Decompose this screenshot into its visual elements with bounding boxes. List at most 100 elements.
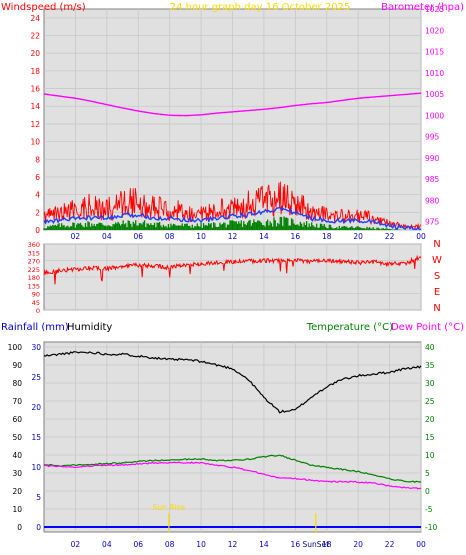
- direction-tick-label: 90: [32, 291, 40, 299]
- temperature-tick-label: 0: [425, 487, 430, 496]
- temperature-tick-label: 5: [425, 469, 430, 478]
- direction-tick-label: 225: [28, 266, 40, 274]
- wind-chart-x-tick-label: 14: [259, 232, 269, 241]
- climate-x-tick-label: 02: [71, 540, 81, 549]
- wind-speed-tick-label: 16: [30, 85, 40, 94]
- wind-speed-tick-label: 18: [30, 67, 40, 76]
- wind-speed-tick-label: 0: [35, 226, 40, 235]
- rainfall-tick-label: 5: [36, 493, 41, 502]
- climate-x-tick-label: 18: [322, 540, 332, 549]
- rainfall-tick-label: 30: [31, 343, 41, 352]
- humidity-tick-label: 50: [12, 433, 22, 442]
- climate-x-tick-label: 22: [385, 540, 395, 549]
- barometer-tick-label: 1010: [425, 69, 444, 78]
- compass-letter: W: [432, 255, 442, 266]
- humidity-line: [43, 351, 422, 414]
- humidity-tick-label: 100: [8, 343, 23, 352]
- barometer-tick-label: 1015: [425, 48, 444, 57]
- wind-speed-tick-label: 12: [30, 120, 40, 129]
- wind-speed-tick-label: 2: [35, 208, 40, 217]
- humidity-axis-ticks: 0 10 20 30 40 50 60 70 80 90 100: [8, 343, 23, 532]
- sunrise-label: Sun Rise: [153, 503, 186, 512]
- dewpoint-axis-label: Dew Point (°C): [391, 322, 464, 333]
- rainfall-tick-label: 15: [31, 433, 41, 442]
- humidity-tick-label: 40: [12, 451, 22, 460]
- wind-speed-tick-label: 6: [35, 173, 40, 182]
- dewpoint-line: [43, 461, 422, 490]
- humidity-tick-label: 80: [12, 379, 22, 388]
- wind-chart-x-tick-label: 22: [385, 232, 395, 241]
- rainfall-tick-label: 0: [36, 523, 41, 532]
- barometer-tick-label: 990: [425, 154, 440, 163]
- wind-speed-tick-label: 14: [30, 102, 40, 111]
- climate-x-tick-label: 08: [165, 540, 175, 549]
- climate-x-tick-label: 06: [133, 540, 143, 549]
- temperature-tick-label: 20: [425, 415, 435, 424]
- windspeed-axis-label: Windspeed (m/s): [1, 2, 86, 13]
- temperature-tick-label: 10: [425, 451, 435, 460]
- climate-x-tick-label: 14: [259, 540, 269, 549]
- compass-letter: S: [434, 271, 440, 282]
- climate-x-tick-label: 12: [228, 540, 238, 549]
- temperature-tick-label: 30: [425, 379, 435, 388]
- temperature-tick-label: 15: [425, 433, 435, 442]
- wind-speed-tick-label: 22: [30, 32, 40, 41]
- climate-x-tick-label: 00: [416, 540, 426, 549]
- direction-tick-label: 360: [28, 241, 40, 249]
- climate-chart-grid: [44, 342, 422, 532]
- humidity-tick-label: 90: [12, 361, 22, 370]
- wind-chart-title: 24 hour graph day 16 October 2025: [170, 2, 351, 13]
- climate-chart-series: [43, 351, 422, 528]
- barometer-tick-label: 975: [425, 218, 440, 227]
- humidity-tick-label: 0: [17, 523, 22, 532]
- direction-tick-label: 135: [28, 282, 40, 290]
- temperature-tick-label: 25: [425, 397, 435, 406]
- barometer-tick-label: 995: [425, 133, 440, 142]
- wind-speed-tick-label: 24: [30, 14, 40, 23]
- wind-direction-line: [43, 254, 422, 285]
- wind-chart-x-tick-label: 18: [322, 232, 332, 241]
- rainfall-axis-ticks: 0 5 10 15 20 25 30: [31, 343, 41, 532]
- climate-x-tick-label: 20: [353, 540, 363, 549]
- barometer-axis-ticks: 975 980 985 990 995 1000 1005 1010 1015 1020 1025: [425, 5, 444, 227]
- temperature-axis-ticks: -10 -5 0 5 10 15 20 25 30 35 40: [425, 343, 437, 532]
- wind-chart-x-tick-label: 12: [228, 232, 238, 241]
- barometer-tick-label: 980: [425, 196, 440, 205]
- wind-chart-x-ticks: 02 04 06 08 10 12 14 16 18 20 22 00: [71, 232, 426, 241]
- temperature-tick-label: -10: [425, 523, 437, 532]
- direction-chart-grid: [44, 243, 422, 311]
- wind-chart-x-tick-label: 20: [353, 232, 363, 241]
- wind-chart-series: [43, 92, 422, 231]
- rainfall-tick-label: 10: [31, 463, 41, 472]
- sunset-label: SunSet: [302, 540, 329, 549]
- temperature-tick-label: -5: [425, 505, 433, 514]
- rainfall-tick-label: 20: [31, 403, 41, 412]
- direction-tick-label: 0: [36, 307, 40, 315]
- wind-chart-x-tick-label: 10: [196, 232, 206, 241]
- average-wind-line: [43, 206, 422, 231]
- wind-chart-x-tick-label: 02: [71, 232, 81, 241]
- humidity-tick-label: 20: [12, 487, 22, 496]
- direction-tick-label: 180: [28, 274, 40, 282]
- wind-chart-x-tick-label: 04: [102, 232, 112, 241]
- wind-chart-x-tick-label: 08: [165, 232, 175, 241]
- barometer-tick-label: 1025: [425, 5, 444, 14]
- direction-tick-label: 270: [28, 258, 40, 266]
- direction-chart-series: [43, 254, 422, 285]
- temperature-tick-label: 40: [425, 343, 435, 352]
- compass-letter: E: [434, 287, 440, 298]
- humidity-tick-label: 30: [12, 469, 22, 478]
- wind-chart-x-tick-label: 16: [291, 232, 301, 241]
- rainfall-axis-label: Rainfall (mm): [1, 322, 69, 333]
- humidity-tick-label: 60: [12, 415, 22, 424]
- rainfall-tick-label: 25: [31, 373, 41, 382]
- direction-tick-label: 45: [32, 299, 40, 307]
- barometer-tick-label: 1005: [425, 90, 444, 99]
- climate-chart-x-ticks: 02 04 06 08 10 12 14 16 18 20 22 00: [71, 540, 426, 549]
- humidity-axis-label: Humidity: [67, 322, 112, 333]
